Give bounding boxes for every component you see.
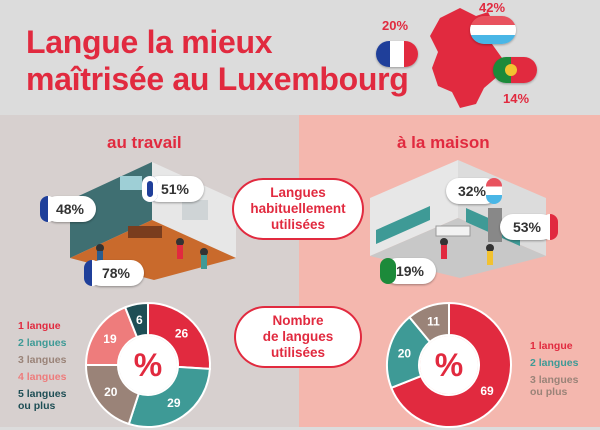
home-portuguese-value: 19% — [395, 263, 425, 279]
home-legend-item-2: 2 langues — [530, 357, 579, 369]
usual-line-3: utilisées — [270, 217, 326, 232]
home-callout-french: 53% — [500, 214, 558, 240]
language-count-bubble: Nombre de langues utilisées — [236, 308, 360, 366]
work-percent-symbol: % — [134, 347, 162, 383]
home-luxembourgish-value: 32% — [457, 183, 487, 199]
home-legend: 1 langue 2 langues 3 langues ou plus — [530, 340, 578, 403]
work-slice-1 — [147, 301, 211, 370]
work-callout-french-2: 78% — [84, 260, 144, 286]
page-title: Langue la mieux maîtrisée au Luxembourg — [26, 24, 409, 98]
mastery-luxembourgish-value: 42% — [479, 0, 506, 15]
work-english-value: 51% — [160, 181, 190, 197]
work-legend-item-1: 1 langue — [18, 320, 61, 332]
home-donut-chart: 69 20 11% — [386, 301, 512, 428]
work-slice-2 — [127, 365, 211, 428]
header: Langue la mieux maîtrisée au Luxembourg … — [0, 0, 600, 115]
work-slice-label-1: 26 — [175, 327, 189, 341]
home-heading: à la maison — [397, 133, 490, 152]
work-slice-label-3: 20 — [104, 385, 118, 399]
usual-line-2: habituellement — [250, 201, 346, 216]
work-french-value-2: 78% — [101, 265, 131, 281]
count-line-1: Nombre — [272, 313, 324, 328]
work-slice-label-2: 29 — [167, 396, 181, 410]
work-slice-label-5: 6 — [136, 313, 143, 327]
mastery-portuguese-value: 14% — [503, 91, 530, 106]
home-slice-label-3: 11 — [427, 315, 440, 329]
france-flag-icon — [542, 214, 558, 240]
luxembourg-flag-icon — [486, 178, 502, 204]
home-french-value: 53% — [512, 219, 542, 235]
work-legend: 1 langue 2 langues 3 langues 4 langues 5 lan… — [18, 320, 66, 417]
count-line-3: utilisées — [270, 345, 326, 360]
home-legend-item-3: 3 langues ou plus — [530, 374, 579, 398]
mastery-french-value: 20% — [382, 18, 409, 33]
home-donut-hole — [420, 336, 478, 394]
home-percent-symbol: % — [435, 347, 463, 383]
work-callout-english: 51% — [142, 176, 204, 202]
title-line-1: Langue la mieux — [26, 24, 273, 60]
work-legend-item-5: 5 langues ou plus — [18, 388, 67, 412]
luxembourg-flag-icon — [470, 16, 516, 44]
uk-flag-icon — [142, 176, 158, 202]
france-flag-icon — [84, 260, 100, 286]
work-legend-item-4: 4 langues — [18, 371, 67, 383]
home-callout-luxembourgish: 32% — [446, 178, 502, 204]
home-slice-label-1: 69 — [480, 384, 494, 398]
home-slice-1 — [390, 301, 512, 428]
title-line-2: maîtrisée au Luxembourg — [26, 61, 409, 97]
work-legend-item-2: 2 langues — [18, 337, 67, 349]
work-donut-hole — [119, 336, 177, 394]
france-flag-icon — [376, 41, 418, 67]
home-callout-portuguese: 19% — [380, 258, 436, 284]
work-legend-item-3: 3 langues — [18, 354, 67, 366]
portugal-flag-icon — [380, 258, 396, 284]
usual-languages-bubble: Langues habituellement utilisées — [234, 180, 362, 238]
portugal-flag-icon — [493, 57, 537, 83]
home-legend-item-1: 1 langue — [530, 340, 573, 352]
count-line-2: de langues — [262, 329, 334, 344]
work-slice-label-4: 19 — [103, 332, 117, 346]
home-slice-3 — [408, 301, 450, 344]
work-french-value: 48% — [55, 201, 85, 217]
work-slice-5 — [123, 301, 149, 339]
work-donut-chart: 26 29 20 19 6% — [84, 301, 211, 428]
work-callout-french: 48% — [40, 196, 96, 222]
france-flag-icon — [40, 196, 56, 222]
home-slice-label-2: 20 — [398, 347, 412, 361]
usual-line-1: Langues — [270, 185, 326, 200]
work-heading: au travail — [107, 133, 182, 152]
